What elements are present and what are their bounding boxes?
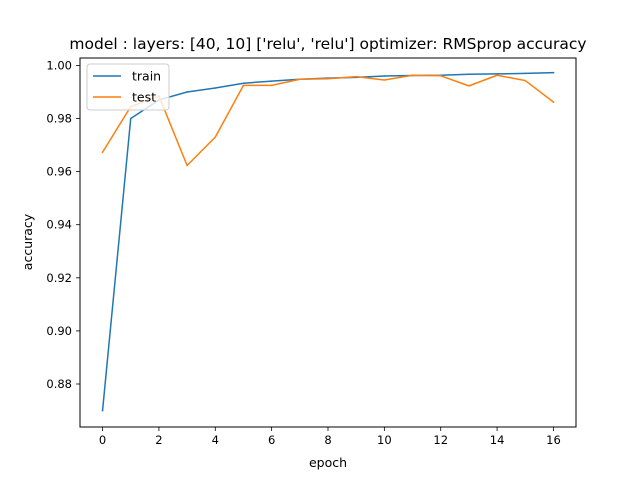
test-point (299, 78, 301, 80)
train-point (101, 409, 104, 412)
test-point (383, 79, 386, 81)
train-point (214, 87, 217, 89)
train-point (186, 91, 188, 93)
x-tick-label: 16 (546, 433, 561, 447)
legend-train-label: train (132, 69, 161, 84)
test-point (439, 75, 442, 77)
legend-test-label: test (132, 90, 156, 105)
y-tick-label: 0.92 (46, 271, 72, 285)
x-tick-label: 6 (268, 433, 275, 447)
test-point (411, 74, 414, 77)
x-axis: 0 2 4 6 8 10 12 14 16 (99, 427, 561, 447)
test-point (552, 101, 555, 103)
x-tick-label: 0 (99, 433, 106, 447)
chart-title: model : layers: [40, 10] ['relu', 'relu'… (69, 35, 586, 53)
x-tick-label: 2 (155, 433, 162, 447)
test-point (242, 84, 245, 87)
test-point (355, 75, 357, 78)
x-axis-label: epoch (309, 455, 347, 470)
x-tick-label: 12 (433, 433, 448, 447)
y-axis: 0.88 0.90 0.92 0.94 0.96 0.98 1.00 (46, 58, 80, 391)
test-point (524, 79, 527, 82)
y-tick-label: 0.94 (46, 218, 72, 232)
test-point (327, 77, 329, 80)
test-point (496, 74, 498, 77)
x-tick-label: 4 (212, 433, 219, 447)
y-axis-label: accuracy (20, 213, 35, 270)
y-tick-label: 0.88 (46, 377, 72, 391)
train-point (496, 73, 498, 75)
train-point (383, 75, 386, 77)
x-tick-label: 10 (377, 433, 392, 447)
x-tick-label: 8 (324, 433, 331, 447)
test-point (270, 84, 273, 87)
y-tick-label: 0.96 (46, 165, 72, 179)
test-point (186, 164, 188, 167)
train-point (270, 80, 273, 82)
train-point (468, 73, 470, 75)
series-layer (101, 71, 555, 412)
train-point (552, 71, 555, 74)
x-tick-label: 14 (490, 433, 505, 447)
train-point (129, 117, 132, 120)
test-point (214, 136, 217, 138)
test-point (101, 151, 104, 153)
test-point (468, 85, 470, 87)
legend: train test (86, 63, 170, 111)
y-tick-label: 1.00 (46, 58, 72, 72)
train-point (524, 72, 527, 75)
train-point (242, 82, 245, 84)
y-tick-label: 0.98 (46, 112, 72, 126)
y-tick-label: 0.90 (46, 324, 72, 338)
